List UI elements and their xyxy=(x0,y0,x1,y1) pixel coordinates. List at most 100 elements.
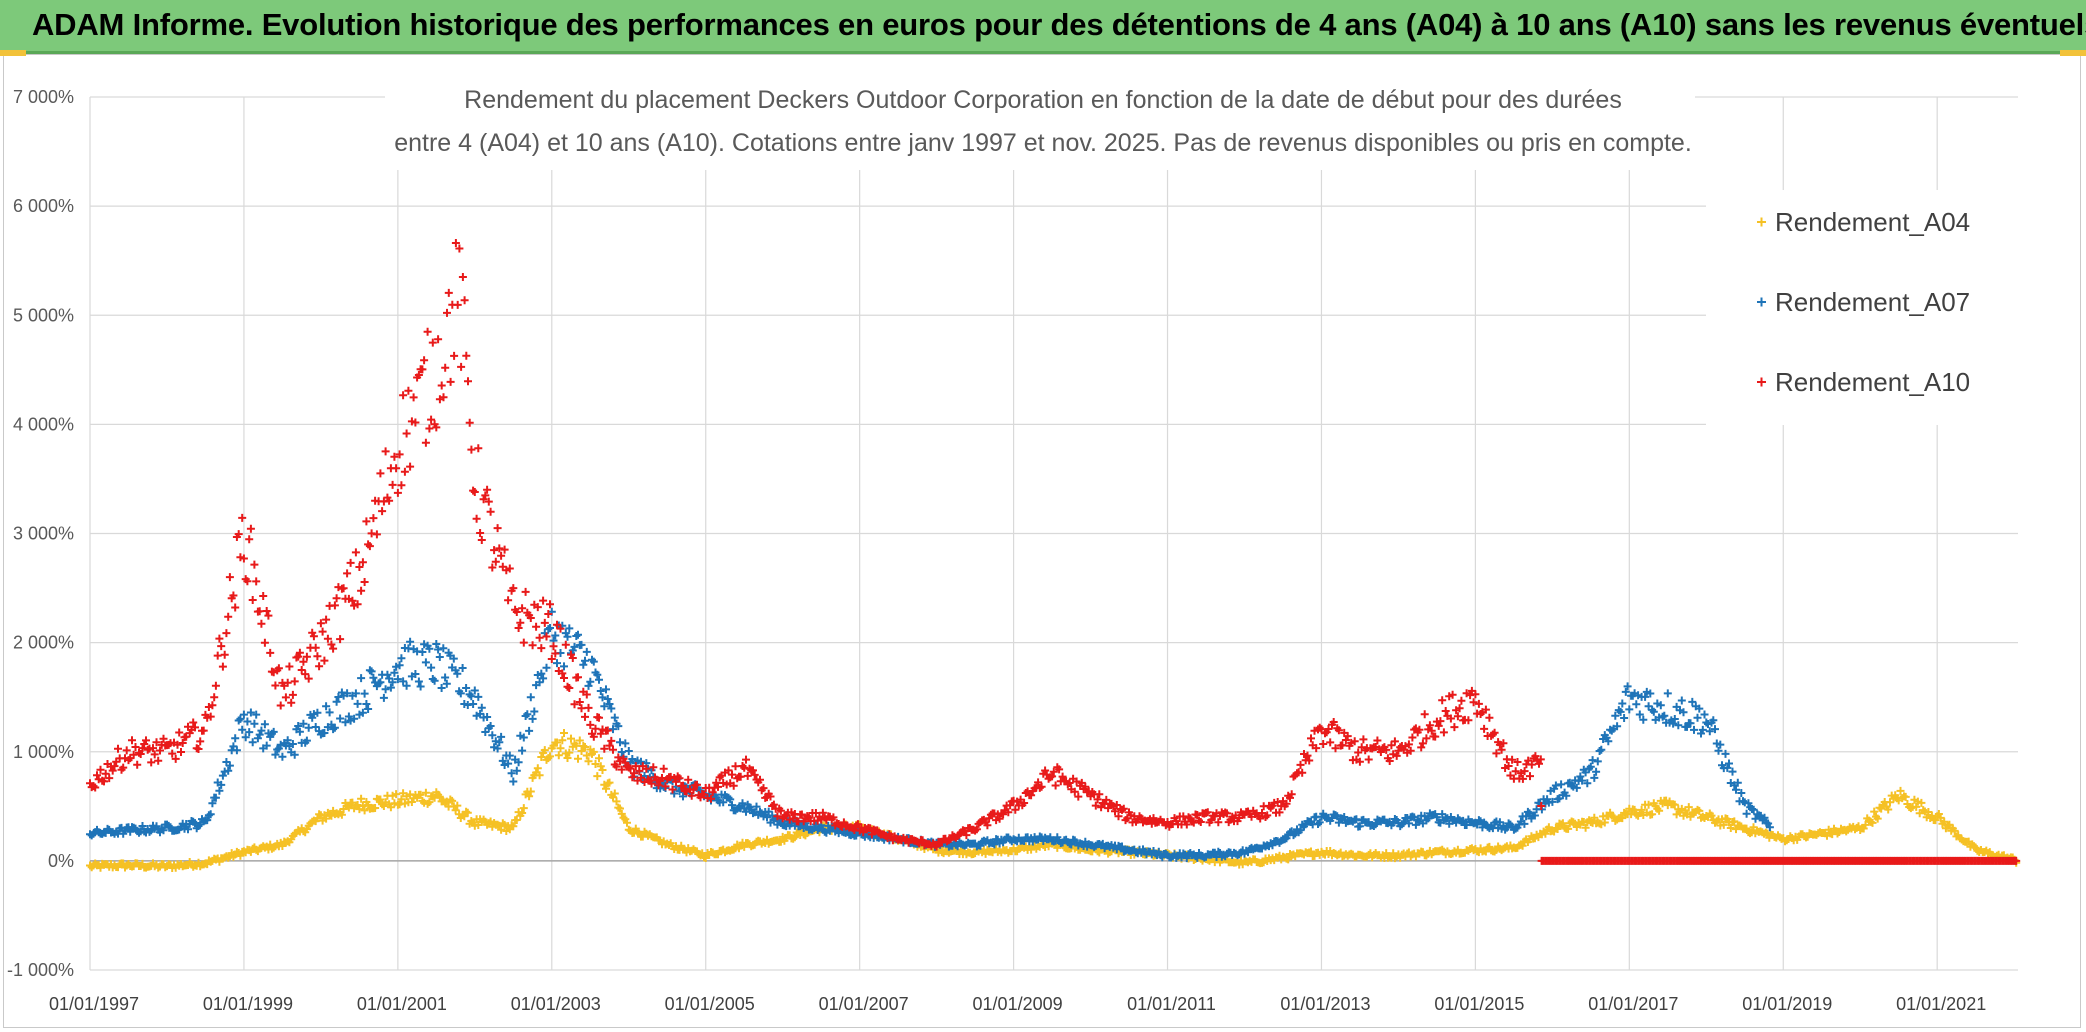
data-point xyxy=(1149,814,1158,823)
data-point xyxy=(467,692,476,701)
data-point xyxy=(245,535,254,544)
data-point xyxy=(260,720,269,729)
data-point xyxy=(457,362,466,371)
data-point xyxy=(1093,795,1102,804)
x-tick-label: 01/01/2005 xyxy=(665,994,755,1014)
data-point xyxy=(2012,856,2021,865)
data-point xyxy=(591,760,600,768)
data-point xyxy=(189,718,198,727)
data-point xyxy=(579,660,588,669)
data-point xyxy=(1663,689,1672,698)
data-point xyxy=(572,741,581,750)
data-point xyxy=(414,677,423,686)
data-point xyxy=(932,842,941,851)
data-point xyxy=(346,558,355,567)
data-point xyxy=(1583,779,1592,788)
data-point xyxy=(91,783,100,792)
data-point xyxy=(1081,782,1090,791)
data-point xyxy=(444,288,453,297)
data-point xyxy=(1511,767,1520,776)
data-point xyxy=(497,732,506,741)
data-point xyxy=(595,754,603,763)
data-point xyxy=(217,642,226,651)
data-point xyxy=(647,779,656,788)
data-point xyxy=(570,700,579,709)
data-point xyxy=(539,674,548,683)
data-point xyxy=(728,770,736,779)
data-point xyxy=(332,697,341,706)
data-point xyxy=(420,356,429,365)
data-point xyxy=(295,648,304,657)
data-point xyxy=(609,745,617,754)
data-point xyxy=(1037,782,1046,791)
data-point xyxy=(1725,759,1733,768)
data-point xyxy=(395,661,404,670)
data-point xyxy=(567,734,575,743)
data-point xyxy=(257,619,266,628)
data-point xyxy=(535,633,544,642)
data-point xyxy=(472,514,481,523)
data-point xyxy=(603,726,612,735)
data-point xyxy=(1723,763,1732,772)
data-point xyxy=(1072,777,1081,786)
data-point xyxy=(542,632,551,641)
x-tick-label: 01/01/2015 xyxy=(1434,994,1524,1014)
data-point xyxy=(400,467,409,476)
data-point xyxy=(1312,744,1321,753)
data-point xyxy=(595,713,603,722)
data-point xyxy=(1307,734,1315,743)
series-Rendement_A07 xyxy=(86,607,1774,863)
data-point xyxy=(693,780,701,789)
data-point xyxy=(584,757,593,766)
data-point xyxy=(1091,801,1100,810)
data-point xyxy=(1418,739,1427,748)
data-point xyxy=(661,782,670,791)
data-point xyxy=(397,481,406,490)
data-point xyxy=(231,603,240,612)
data-point xyxy=(1417,743,1426,752)
data-point xyxy=(1214,818,1223,827)
data-point xyxy=(1049,767,1058,776)
data-point xyxy=(325,708,334,717)
data-point xyxy=(443,308,451,317)
data-point xyxy=(474,692,483,701)
data-point xyxy=(393,488,402,497)
data-point xyxy=(1586,762,1595,771)
legend-label: Rendement_A04 xyxy=(1775,207,1970,237)
data-point xyxy=(582,751,591,760)
data-point xyxy=(442,679,451,688)
data-point xyxy=(1034,778,1043,787)
data-point xyxy=(203,816,212,825)
data-point xyxy=(1901,792,1910,801)
data-point xyxy=(628,755,637,763)
data-point xyxy=(525,726,534,735)
data-point xyxy=(390,452,399,461)
data-point xyxy=(558,736,567,745)
data-point xyxy=(1709,716,1718,725)
data-point xyxy=(1432,813,1441,822)
data-point xyxy=(1635,710,1644,719)
data-point xyxy=(1104,804,1113,813)
data-point xyxy=(560,729,568,737)
data-point xyxy=(637,773,645,782)
data-point xyxy=(565,624,574,633)
data-point xyxy=(623,818,631,827)
data-point xyxy=(1581,823,1590,832)
data-point xyxy=(505,564,514,573)
data-point xyxy=(560,674,568,682)
data-point xyxy=(262,607,271,615)
data-point xyxy=(603,695,612,703)
data-point xyxy=(1464,716,1473,725)
data-point xyxy=(218,662,227,671)
data-point xyxy=(1698,725,1707,734)
data-point xyxy=(224,766,233,775)
data-point xyxy=(617,748,626,756)
data-point xyxy=(476,529,485,537)
data-point xyxy=(353,699,362,708)
data-point xyxy=(1284,855,1293,864)
data-point xyxy=(246,708,255,717)
data-point xyxy=(712,778,721,787)
data-point xyxy=(568,654,577,662)
data-point xyxy=(1695,806,1704,815)
data-point xyxy=(509,822,518,831)
